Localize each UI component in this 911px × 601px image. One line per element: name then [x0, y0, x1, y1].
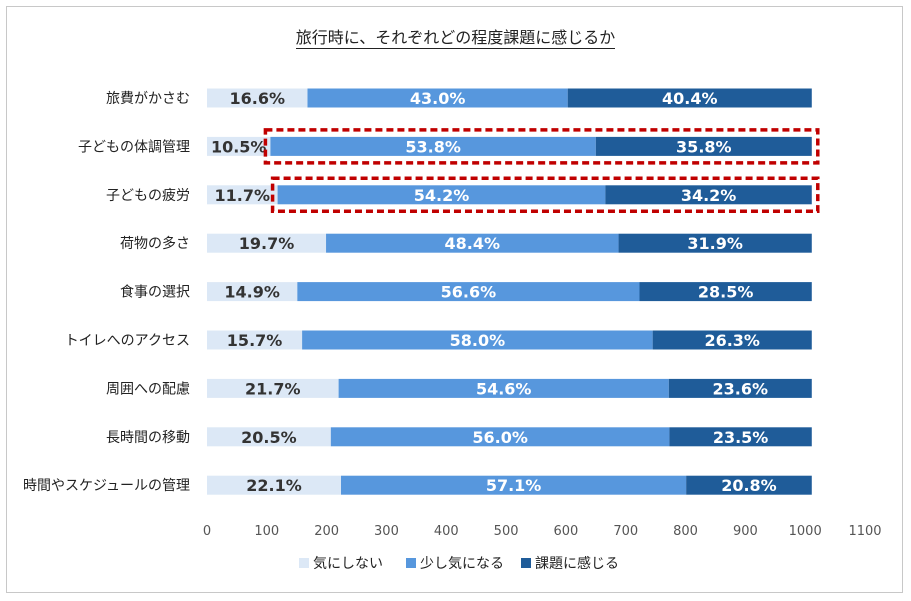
highlight-box [270, 176, 820, 214]
bar-segment [207, 282, 298, 302]
bar-segment [207, 427, 331, 447]
legend-label: 課題に感じる [535, 555, 619, 572]
bar-segment [297, 282, 640, 302]
data-label: 15.7% [227, 331, 283, 350]
legend-label: 気にしない [313, 556, 383, 572]
bar-segment [302, 330, 653, 350]
data-label: 34.2% [681, 186, 737, 205]
bar-segment [277, 185, 606, 205]
data-label: 20.8% [721, 476, 777, 495]
data-label: 31.9% [687, 234, 743, 253]
bar-segment [207, 330, 303, 350]
bar-segment [326, 233, 619, 253]
bar-segment [307, 88, 568, 108]
category-label: 時間やスケジュールの管理 [23, 478, 190, 494]
category-label: 旅費がかさむ [106, 91, 190, 107]
data-label: 58.0% [450, 331, 506, 350]
data-label: 35.8% [676, 137, 732, 156]
data-label: 56.6% [441, 283, 497, 302]
bar-segment [686, 475, 812, 495]
legend-swatch [521, 558, 531, 568]
x-tick-label: 200 [314, 524, 339, 539]
bar-segment [668, 378, 812, 398]
bar-segment [270, 136, 596, 156]
category-label: 子どもの疲労 [106, 187, 190, 204]
x-tick-label: 400 [434, 524, 459, 539]
category-label: 長時間の移動 [106, 430, 190, 446]
legend-label: 少し気になる [420, 556, 504, 572]
data-label: 22.1% [246, 476, 302, 495]
x-tick-label: 100 [254, 524, 279, 539]
bar-segment [207, 88, 308, 108]
category-label: 荷物の多さ [120, 235, 190, 252]
bar-segment [207, 185, 278, 205]
category-label: 子どもの体調管理 [78, 139, 190, 155]
data-label: 57.1% [486, 476, 542, 495]
bar-segment [330, 427, 670, 447]
data-label: 54.6% [476, 379, 532, 398]
bar-segment [207, 475, 341, 495]
x-tick-label: 1100 [848, 524, 881, 539]
bar-segment [567, 88, 812, 108]
bar-segment [595, 136, 812, 156]
bar-segment [605, 185, 812, 205]
x-tick-label: 1000 [789, 524, 822, 539]
bar-segment [207, 233, 327, 253]
x-tick-label: 800 [673, 524, 698, 539]
chart-title: 旅行時に、それぞれどの程度課題に感じるか [0, 24, 911, 49]
legend-swatch [406, 558, 416, 568]
data-label: 23.6% [713, 379, 769, 398]
bar-segment [639, 282, 812, 302]
x-tick-label: 600 [554, 524, 579, 539]
highlight-box [263, 128, 820, 165]
data-label: 53.8% [405, 137, 461, 156]
data-label: 21.7% [245, 379, 301, 398]
category-label: 食事の選択 [120, 284, 190, 301]
category-label: 周囲への配慮 [106, 381, 190, 397]
data-label: 19.7% [239, 234, 295, 253]
data-label: 11.7% [215, 186, 271, 205]
bar-segment [207, 378, 339, 398]
bar-segment [338, 378, 669, 398]
bar-segment [340, 475, 687, 495]
data-label: 10.5% [211, 137, 267, 156]
legend-swatch [299, 558, 309, 568]
chart-title-text: 旅行時に、それぞれどの程度課題に感じるか [295, 28, 616, 49]
bar-segment [652, 330, 812, 350]
data-label: 40.4% [662, 89, 718, 108]
data-label: 54.2% [414, 186, 470, 205]
data-label: 28.5% [698, 283, 754, 302]
data-label: 48.4% [445, 234, 501, 253]
data-label: 56.0% [472, 428, 528, 447]
bar-segment [207, 136, 271, 156]
data-label: 23.5% [713, 428, 769, 447]
x-tick-label: 500 [494, 524, 519, 539]
x-tick-label: 700 [613, 524, 638, 539]
bar-segment [618, 233, 812, 253]
data-label: 14.9% [224, 283, 280, 302]
data-label: 26.3% [704, 331, 760, 350]
data-label: 43.0% [410, 89, 466, 108]
x-tick-label: 900 [733, 524, 758, 539]
data-label: 16.6% [229, 89, 285, 108]
data-label: 20.5% [241, 428, 297, 447]
chart-frame [6, 6, 903, 593]
category-label: トイレへのアクセス [65, 333, 190, 349]
x-tick-label: 300 [374, 524, 399, 539]
bar-segment [669, 427, 812, 447]
x-tick-label: 0 [203, 524, 211, 539]
